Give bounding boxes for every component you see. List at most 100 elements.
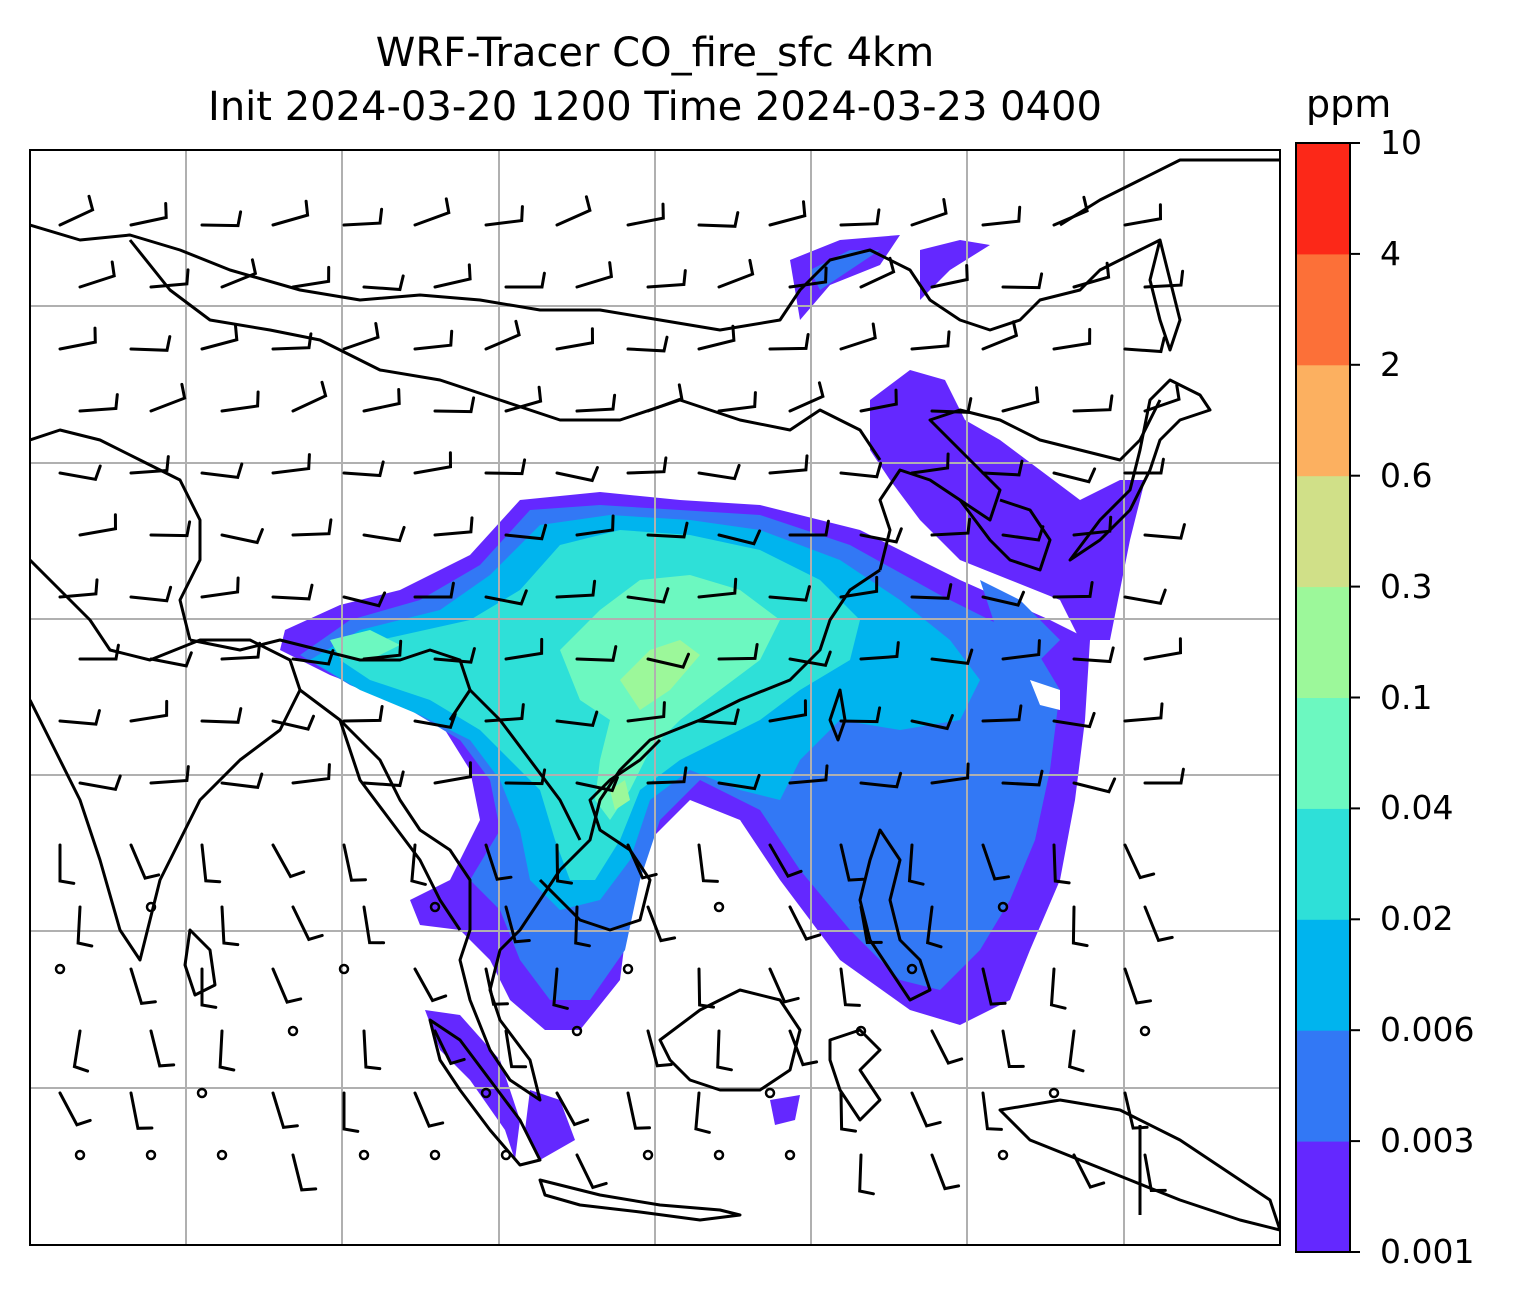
wind-barb [200,576,240,599]
wind-barb [1143,767,1185,785]
wind-barb [555,327,595,351]
wind-barb [552,967,569,1010]
wind-barb [1143,269,1185,289]
wind-barb [717,391,757,413]
wind-barb [575,1153,608,1190]
wind-barb [1001,1029,1025,1069]
wind-barb [220,528,264,545]
wind-barb [220,772,264,790]
wind-barb [433,396,476,414]
wind-barb [1072,1153,1106,1189]
co-band-0.001 [525,1090,575,1160]
wind-calm-marker [54,963,66,975]
wind-barb [1072,646,1115,664]
wind-barb [697,577,738,599]
co-hole [1030,680,1060,710]
wind-barb [78,393,119,413]
wind-barb [1143,384,1181,413]
wind-barb [788,381,825,413]
colorbar-segment [1296,919,1350,1031]
map-title-line1: WRF-Tracer CO_fire_sfc 4km [375,30,935,76]
wind-calm-marker [358,1149,370,1161]
wind-barb [342,705,384,723]
wind-calm-marker [1048,1087,1060,1099]
wind-calm-marker [1139,1025,1151,1037]
wind-barb [626,1091,651,1130]
wind-barb [981,704,1023,723]
wind-barb [413,1091,445,1128]
wind-barb [362,905,386,945]
wind-barb [859,388,898,413]
colorbar-segment [1296,364,1350,477]
wind-barb [859,641,900,661]
wind-barb [413,712,457,729]
wind-barb [271,199,310,227]
wind-barb [413,329,454,351]
wind-barb [1052,467,1097,484]
wind-barb [78,513,118,537]
wind-barb [858,1153,875,1196]
wind-barb [1072,261,1111,289]
wind-barb [129,1091,154,1130]
wind-barb [129,699,169,723]
wind-calm-marker [429,901,441,913]
wind-barb [1067,1029,1085,1073]
wind-barb [413,581,455,599]
wind-barb [981,843,1010,881]
wind-barb [575,514,615,537]
wind-barb [413,967,448,1003]
wind-barb [291,763,331,785]
wind-barb [768,585,811,602]
wind-barb [1123,588,1167,605]
wind-barb [433,516,474,537]
wind-calm-marker [713,901,725,913]
wind-barb [58,326,97,351]
wind-barb [433,761,473,785]
colorbar-tick-label: 0.001 [1380,1232,1475,1271]
co-band-0.04 [560,575,780,820]
wind-barb [1143,905,1174,943]
coastline-china-east [878,399,1162,571]
wind-barb [484,589,528,606]
wind-barb [646,383,684,413]
coastline-okhotsk [1059,158,1280,227]
map-title-line2: Init 2024-03-20 1200 Time 2024-03-23 040… [208,84,1102,130]
wind-barb [646,1029,673,1068]
wind-barb [981,205,1022,227]
wind-calm-marker [622,963,634,975]
wind-calm-marker [784,1149,796,1161]
wind-barb [200,462,244,480]
wind-barb [859,527,903,544]
wind-calm-marker [196,1087,208,1099]
wind-barb [129,202,168,227]
wind-barb [981,459,1024,477]
wind-barb [1123,336,1166,354]
wind-barb [271,583,314,601]
wind-barb [1049,967,1067,1010]
wind-barb [342,207,384,227]
wind-barb [271,453,311,475]
wind-barb [626,335,669,353]
wind-calm-marker [997,901,1009,913]
wind-barb [1052,327,1092,351]
wind-barb [697,211,740,228]
wind-barb [58,578,99,599]
wind-barb [129,843,161,880]
coastline-java [538,1178,742,1222]
wind-barb [788,905,822,941]
wind-barb [58,194,95,227]
wind-barb [555,843,573,885]
wind-barb [58,464,102,481]
wind-barb [930,1153,961,1191]
coastline-sumatra [428,1018,542,1167]
wind-barb [433,263,472,289]
wind-barb [1143,637,1183,661]
wind-barb [788,650,832,667]
wind-barb [907,843,925,886]
colorbar-tick-label: 10 [1380,123,1422,162]
wind-barb [218,1029,236,1072]
colorbar-tick-label: 0.3 [1380,566,1433,606]
colorbar-tick-label: 2 [1380,344,1401,384]
wind-barb [149,1029,176,1068]
wind-barb [1123,203,1163,227]
